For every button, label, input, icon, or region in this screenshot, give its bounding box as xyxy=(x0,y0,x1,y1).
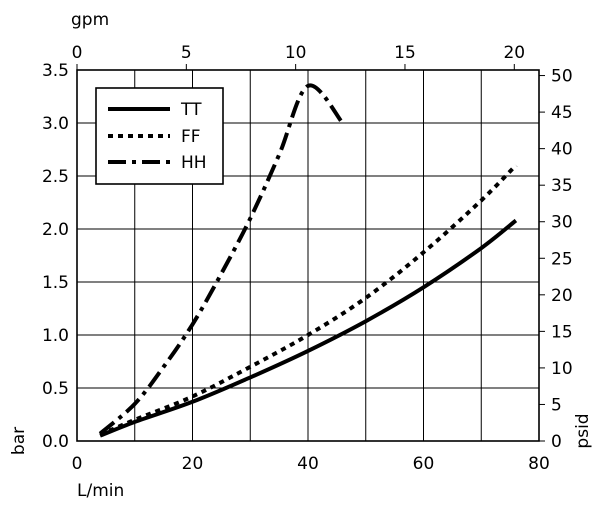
y-left-tick-label: 0.0 xyxy=(42,432,69,452)
series-line-ff xyxy=(99,163,518,437)
y-right-tick-label: 20 xyxy=(551,286,573,306)
y-left-tick-label: 1.5 xyxy=(42,273,69,293)
y-right-tick-label: 25 xyxy=(551,249,573,269)
y-right-tick-label: 0 xyxy=(551,432,562,452)
x-top-tick-label: 5 xyxy=(181,43,192,63)
y-right-tick-label: 45 xyxy=(551,103,573,123)
series-line-tt xyxy=(99,218,518,438)
y-right-tick-label: 30 xyxy=(551,213,573,233)
y-right-tick-label: 15 xyxy=(551,322,573,342)
x-axis-bottom-label: L/min xyxy=(77,481,124,501)
x-axis-top-label: gpm xyxy=(71,10,109,30)
legend-label-hh: HH xyxy=(181,153,207,173)
x-bottom-tick-label: 20 xyxy=(182,454,204,474)
x-top-tick-label: 0 xyxy=(72,43,83,63)
x-top-tick-label: 10 xyxy=(285,43,307,63)
y-left-tick-label: 0.5 xyxy=(42,379,69,399)
y-axis-right-label: psid xyxy=(573,413,593,448)
y-right-tick-label: 5 xyxy=(551,395,562,415)
y-left-tick-label: 2.0 xyxy=(42,220,69,240)
y-right-tick-label: 40 xyxy=(551,140,573,160)
legend: TT FF HH xyxy=(95,87,224,185)
x-bottom-tick-label: 80 xyxy=(528,454,550,474)
x-bottom-tick-label: 40 xyxy=(297,454,319,474)
tick-labels: 0.00.51.01.52.02.53.03.50 20 40 60 800 5 10 15 2… xyxy=(42,43,573,474)
y-left-tick-label: 1.0 xyxy=(42,326,69,346)
plot-frame xyxy=(76,69,540,442)
series-line-hh xyxy=(98,83,345,436)
legend-label-ff: FF xyxy=(181,127,201,147)
series-lines xyxy=(98,83,518,438)
x-bottom-tick-label: 60 xyxy=(413,454,435,474)
y-left-tick-label: 3.0 xyxy=(42,114,69,134)
x-top-tick-label: 15 xyxy=(394,43,416,63)
y-right-tick-label: 35 xyxy=(551,176,573,196)
y-left-tick-label: 3.5 xyxy=(42,61,69,81)
x-bottom-tick-label: 0 xyxy=(72,454,83,474)
legend-label-tt: TT xyxy=(180,100,202,120)
y-right-tick-label: 50 xyxy=(551,67,573,87)
y-left-tick-label: 2.5 xyxy=(42,167,69,187)
y-right-tick-label: 10 xyxy=(551,359,573,379)
y-axis-left-label: bar xyxy=(9,427,29,455)
x-top-tick-label: 20 xyxy=(503,43,525,63)
